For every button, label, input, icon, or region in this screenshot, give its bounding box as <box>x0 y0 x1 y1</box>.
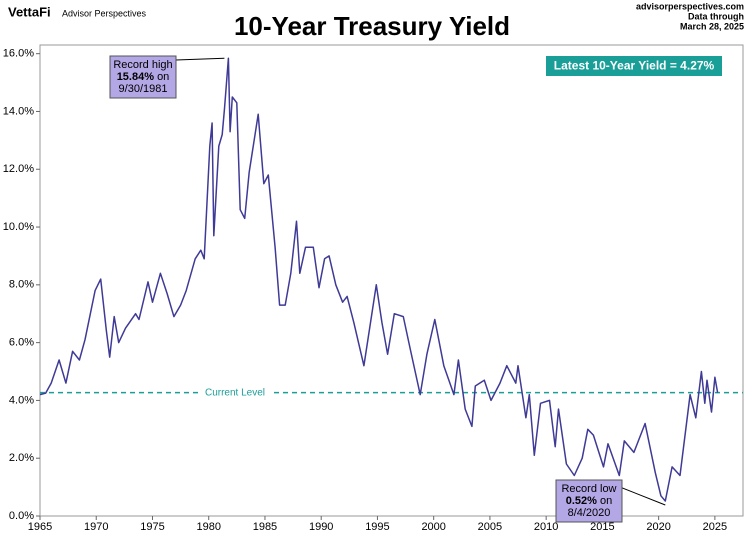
x-tick-label: 2025 <box>703 521 727 533</box>
y-tick-label: 12.0% <box>3 163 34 175</box>
y-tick-label: 4.0% <box>9 394 34 406</box>
x-tick-label: 1980 <box>196 521 220 533</box>
x-tick-label: 2000 <box>421 521 445 533</box>
x-tick-label: 1990 <box>309 521 333 533</box>
latest-label: Latest 10-Year Yield = 4.27% <box>554 59 715 73</box>
plot-frame <box>39 44 744 517</box>
x-tick-label: 2005 <box>478 521 502 533</box>
data-through: Data through <box>688 11 744 21</box>
annotation-suffix: on <box>600 495 612 507</box>
x-tick-label: 2010 <box>534 521 558 533</box>
current-level-bg <box>198 385 272 400</box>
chart-title: 10-Year Treasury Yield <box>234 11 510 41</box>
annotation-label: Record high <box>113 59 172 71</box>
yield-line <box>39 57 719 502</box>
y-tick-label: 0.0% <box>9 510 34 522</box>
annotation-date: 9/30/1981 <box>119 83 168 95</box>
annotation-value-line: 15.84% on <box>117 71 170 83</box>
annotation-date: 8/4/2020 <box>568 507 611 519</box>
x-tick-label: 1965 <box>28 521 52 533</box>
y-tick-label: 2.0% <box>9 452 34 464</box>
y-tick-label: 16.0% <box>3 48 34 60</box>
x-tick-label: 1975 <box>140 521 164 533</box>
annotation-suffix: on <box>157 71 169 83</box>
x-tick-label: 1995 <box>365 521 389 533</box>
annotation-value: 15.84% <box>117 71 155 83</box>
y-tick-label: 6.0% <box>9 337 34 349</box>
x-tick-label: 1985 <box>253 521 277 533</box>
annotation-box <box>109 55 177 99</box>
date: March 28, 2025 <box>680 21 744 31</box>
site: advisorperspectives.com <box>636 1 744 11</box>
brand: VettaFi <box>8 4 51 19</box>
annotation-arrow <box>175 57 225 61</box>
latest-box <box>546 56 722 76</box>
y-tick-label: 14.0% <box>3 105 34 117</box>
publisher: Advisor Perspectives <box>62 8 147 18</box>
x-tick-label: 1970 <box>84 521 108 533</box>
y-tick-label: 10.0% <box>3 221 34 233</box>
annotation-value: 0.52% <box>566 495 597 507</box>
current-level-label: Current Level <box>205 387 265 398</box>
y-tick-label: 8.0% <box>9 279 34 291</box>
annotation-box <box>555 479 623 523</box>
x-tick-label: 2020 <box>646 521 670 533</box>
x-tick-label: 2015 <box>590 521 614 533</box>
annotation-label: Record low <box>561 483 616 495</box>
annotation-value-line: 0.52% on <box>566 495 613 507</box>
